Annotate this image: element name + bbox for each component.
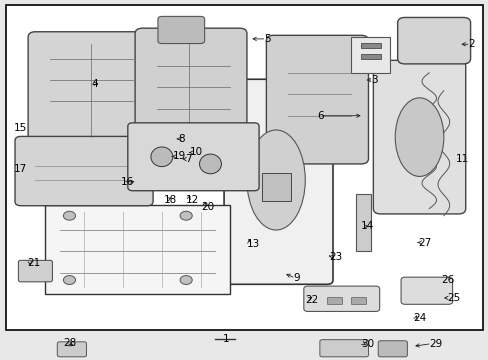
FancyBboxPatch shape xyxy=(135,28,246,157)
Ellipse shape xyxy=(394,98,443,176)
Text: 20: 20 xyxy=(201,202,214,212)
FancyBboxPatch shape xyxy=(377,341,407,357)
FancyBboxPatch shape xyxy=(28,32,149,150)
Ellipse shape xyxy=(151,147,172,167)
Text: 21: 21 xyxy=(28,258,41,268)
Text: 7: 7 xyxy=(185,154,191,164)
FancyBboxPatch shape xyxy=(158,17,204,44)
FancyBboxPatch shape xyxy=(303,286,379,311)
Text: 28: 28 xyxy=(63,338,77,348)
Text: 18: 18 xyxy=(164,195,177,204)
Text: 15: 15 xyxy=(14,123,27,133)
FancyBboxPatch shape xyxy=(224,79,332,284)
Text: 16: 16 xyxy=(120,177,134,187)
Text: 6: 6 xyxy=(317,111,324,121)
FancyBboxPatch shape xyxy=(15,136,153,206)
Text: 13: 13 xyxy=(246,239,260,249)
Text: 17: 17 xyxy=(14,164,27,174)
Text: 27: 27 xyxy=(418,238,431,248)
Text: 22: 22 xyxy=(305,295,318,305)
Text: 4: 4 xyxy=(91,78,98,89)
Text: 10: 10 xyxy=(190,148,203,157)
Text: 9: 9 xyxy=(292,273,299,283)
Bar xyxy=(351,37,389,73)
Ellipse shape xyxy=(180,275,192,284)
Bar xyxy=(261,173,290,202)
Text: 12: 12 xyxy=(186,195,199,204)
Bar xyxy=(356,194,370,251)
FancyBboxPatch shape xyxy=(397,18,469,64)
Bar xyxy=(326,297,341,304)
Text: 11: 11 xyxy=(455,154,468,163)
Bar xyxy=(45,205,229,294)
Bar xyxy=(361,43,380,48)
Text: 8: 8 xyxy=(178,134,184,144)
Ellipse shape xyxy=(63,275,75,284)
Text: 24: 24 xyxy=(413,312,426,323)
FancyBboxPatch shape xyxy=(319,340,368,357)
Ellipse shape xyxy=(180,211,192,220)
Text: 14: 14 xyxy=(361,221,374,231)
Text: 30: 30 xyxy=(361,339,373,348)
Text: 29: 29 xyxy=(428,339,442,348)
FancyBboxPatch shape xyxy=(19,260,52,282)
FancyBboxPatch shape xyxy=(57,342,86,357)
Bar xyxy=(361,54,380,59)
Text: 3: 3 xyxy=(370,75,377,85)
Ellipse shape xyxy=(63,211,75,220)
Text: 25: 25 xyxy=(446,293,459,303)
Ellipse shape xyxy=(199,154,221,174)
Text: 5: 5 xyxy=(264,34,270,44)
Ellipse shape xyxy=(246,130,305,230)
FancyBboxPatch shape xyxy=(266,35,368,164)
Text: 23: 23 xyxy=(329,252,342,262)
FancyBboxPatch shape xyxy=(372,60,465,214)
FancyBboxPatch shape xyxy=(127,123,259,191)
Text: 1: 1 xyxy=(222,334,229,344)
FancyBboxPatch shape xyxy=(400,277,452,304)
Text: 2: 2 xyxy=(467,39,474,49)
Bar xyxy=(351,297,366,304)
Text: 26: 26 xyxy=(441,275,454,285)
Text: 19: 19 xyxy=(172,152,185,161)
